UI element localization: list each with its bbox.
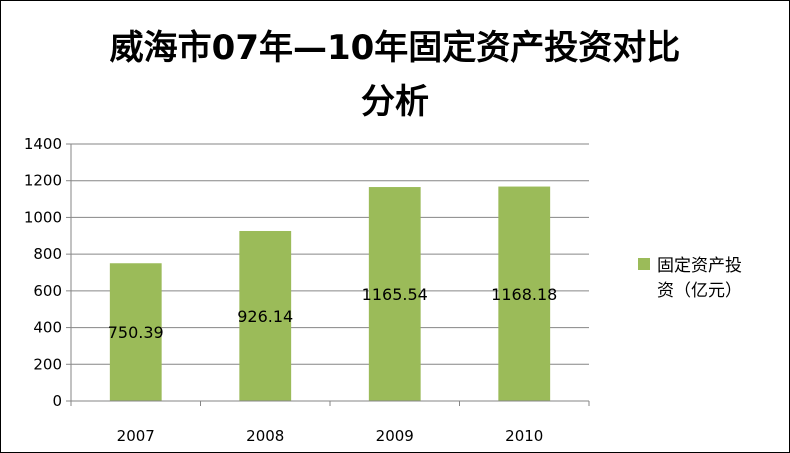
y-tick-label: 800: [33, 245, 62, 263]
bar-series: [109, 186, 551, 401]
data-label: 926.14: [237, 307, 293, 326]
x-tick-label: 2010: [505, 427, 543, 445]
legend-label-line-1: 固定资产投: [657, 256, 742, 276]
chart-title-line-1: 威海市07年—10年固定资产投资对比: [110, 28, 681, 68]
x-tick-label: 2007: [117, 427, 155, 445]
y-tick-label: 1000: [24, 208, 62, 226]
data-labels: 750.39 926.14 1165.54 1168.18: [108, 285, 558, 342]
bar: [368, 187, 421, 401]
y-tick-label: 1200: [24, 172, 62, 190]
data-label: 750.39: [108, 323, 164, 342]
chart-title-line-2: 分析: [361, 82, 429, 122]
bar: [109, 263, 162, 401]
legend-swatch: [638, 258, 650, 270]
x-tick-label: 2008: [246, 427, 284, 445]
bar: [498, 186, 551, 401]
legend: 固定资产投 资（亿元）: [638, 256, 742, 301]
legend-label-line-2: 资（亿元）: [657, 281, 742, 301]
data-label: 1165.54: [362, 285, 428, 304]
y-tick-label: 600: [33, 282, 62, 300]
y-tick-label: 0: [52, 392, 62, 410]
x-tick-label: 2009: [376, 427, 414, 445]
y-tick-label: 1400: [24, 135, 62, 153]
axes: 0 200 400 600 800 1000 1200 1400 2007 2008 2009 201…: [24, 135, 590, 445]
y-tick-label: 200: [33, 355, 62, 373]
bar: [239, 230, 292, 401]
y-tick-label: 400: [33, 319, 62, 337]
data-label: 1168.18: [491, 285, 557, 304]
